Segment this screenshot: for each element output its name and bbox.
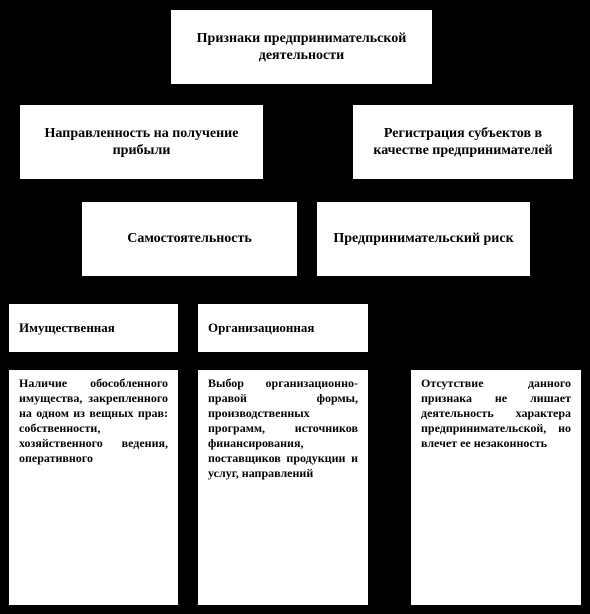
detail-absence-consequence: Отсутствие данного признака не лишает де… [411,370,581,605]
node-property-independence: Имущественная [9,304,178,352]
node-label: Направленность на получение прибыли [30,125,253,160]
node-label: Организационная [208,320,314,336]
node-label: Регистрация субъектов в качестве предпри… [363,125,563,160]
node-independence: Самостоятельность [82,202,297,276]
root-label: Признаки предпринимательской деятельност… [181,30,422,65]
node-label: Предпринимательский риск [333,230,513,248]
node-organizational-independence: Организационная [198,304,368,352]
node-registration: Регистрация субъектов в качестве предпри… [353,105,573,179]
node-label: Самостоятельность [127,230,252,248]
detail-organizational: Выбор организационно-правой формы, произ… [198,370,368,605]
detail-label: Наличие обособленного имущества, закрепл… [19,376,168,466]
root-node: Признаки предпринимательской деятельност… [171,10,432,84]
node-entrepreneurial-risk: Предпринимательский риск [317,202,530,276]
node-profit-orientation: Направленность на получение прибыли [20,105,263,179]
detail-property: Наличие обособленного имущества, закрепл… [9,370,178,605]
node-label: Имущественная [19,320,115,336]
detail-label: Выбор организационно-правой формы, произ… [208,376,358,481]
detail-label: Отсутствие данного признака не лишает де… [421,376,571,451]
